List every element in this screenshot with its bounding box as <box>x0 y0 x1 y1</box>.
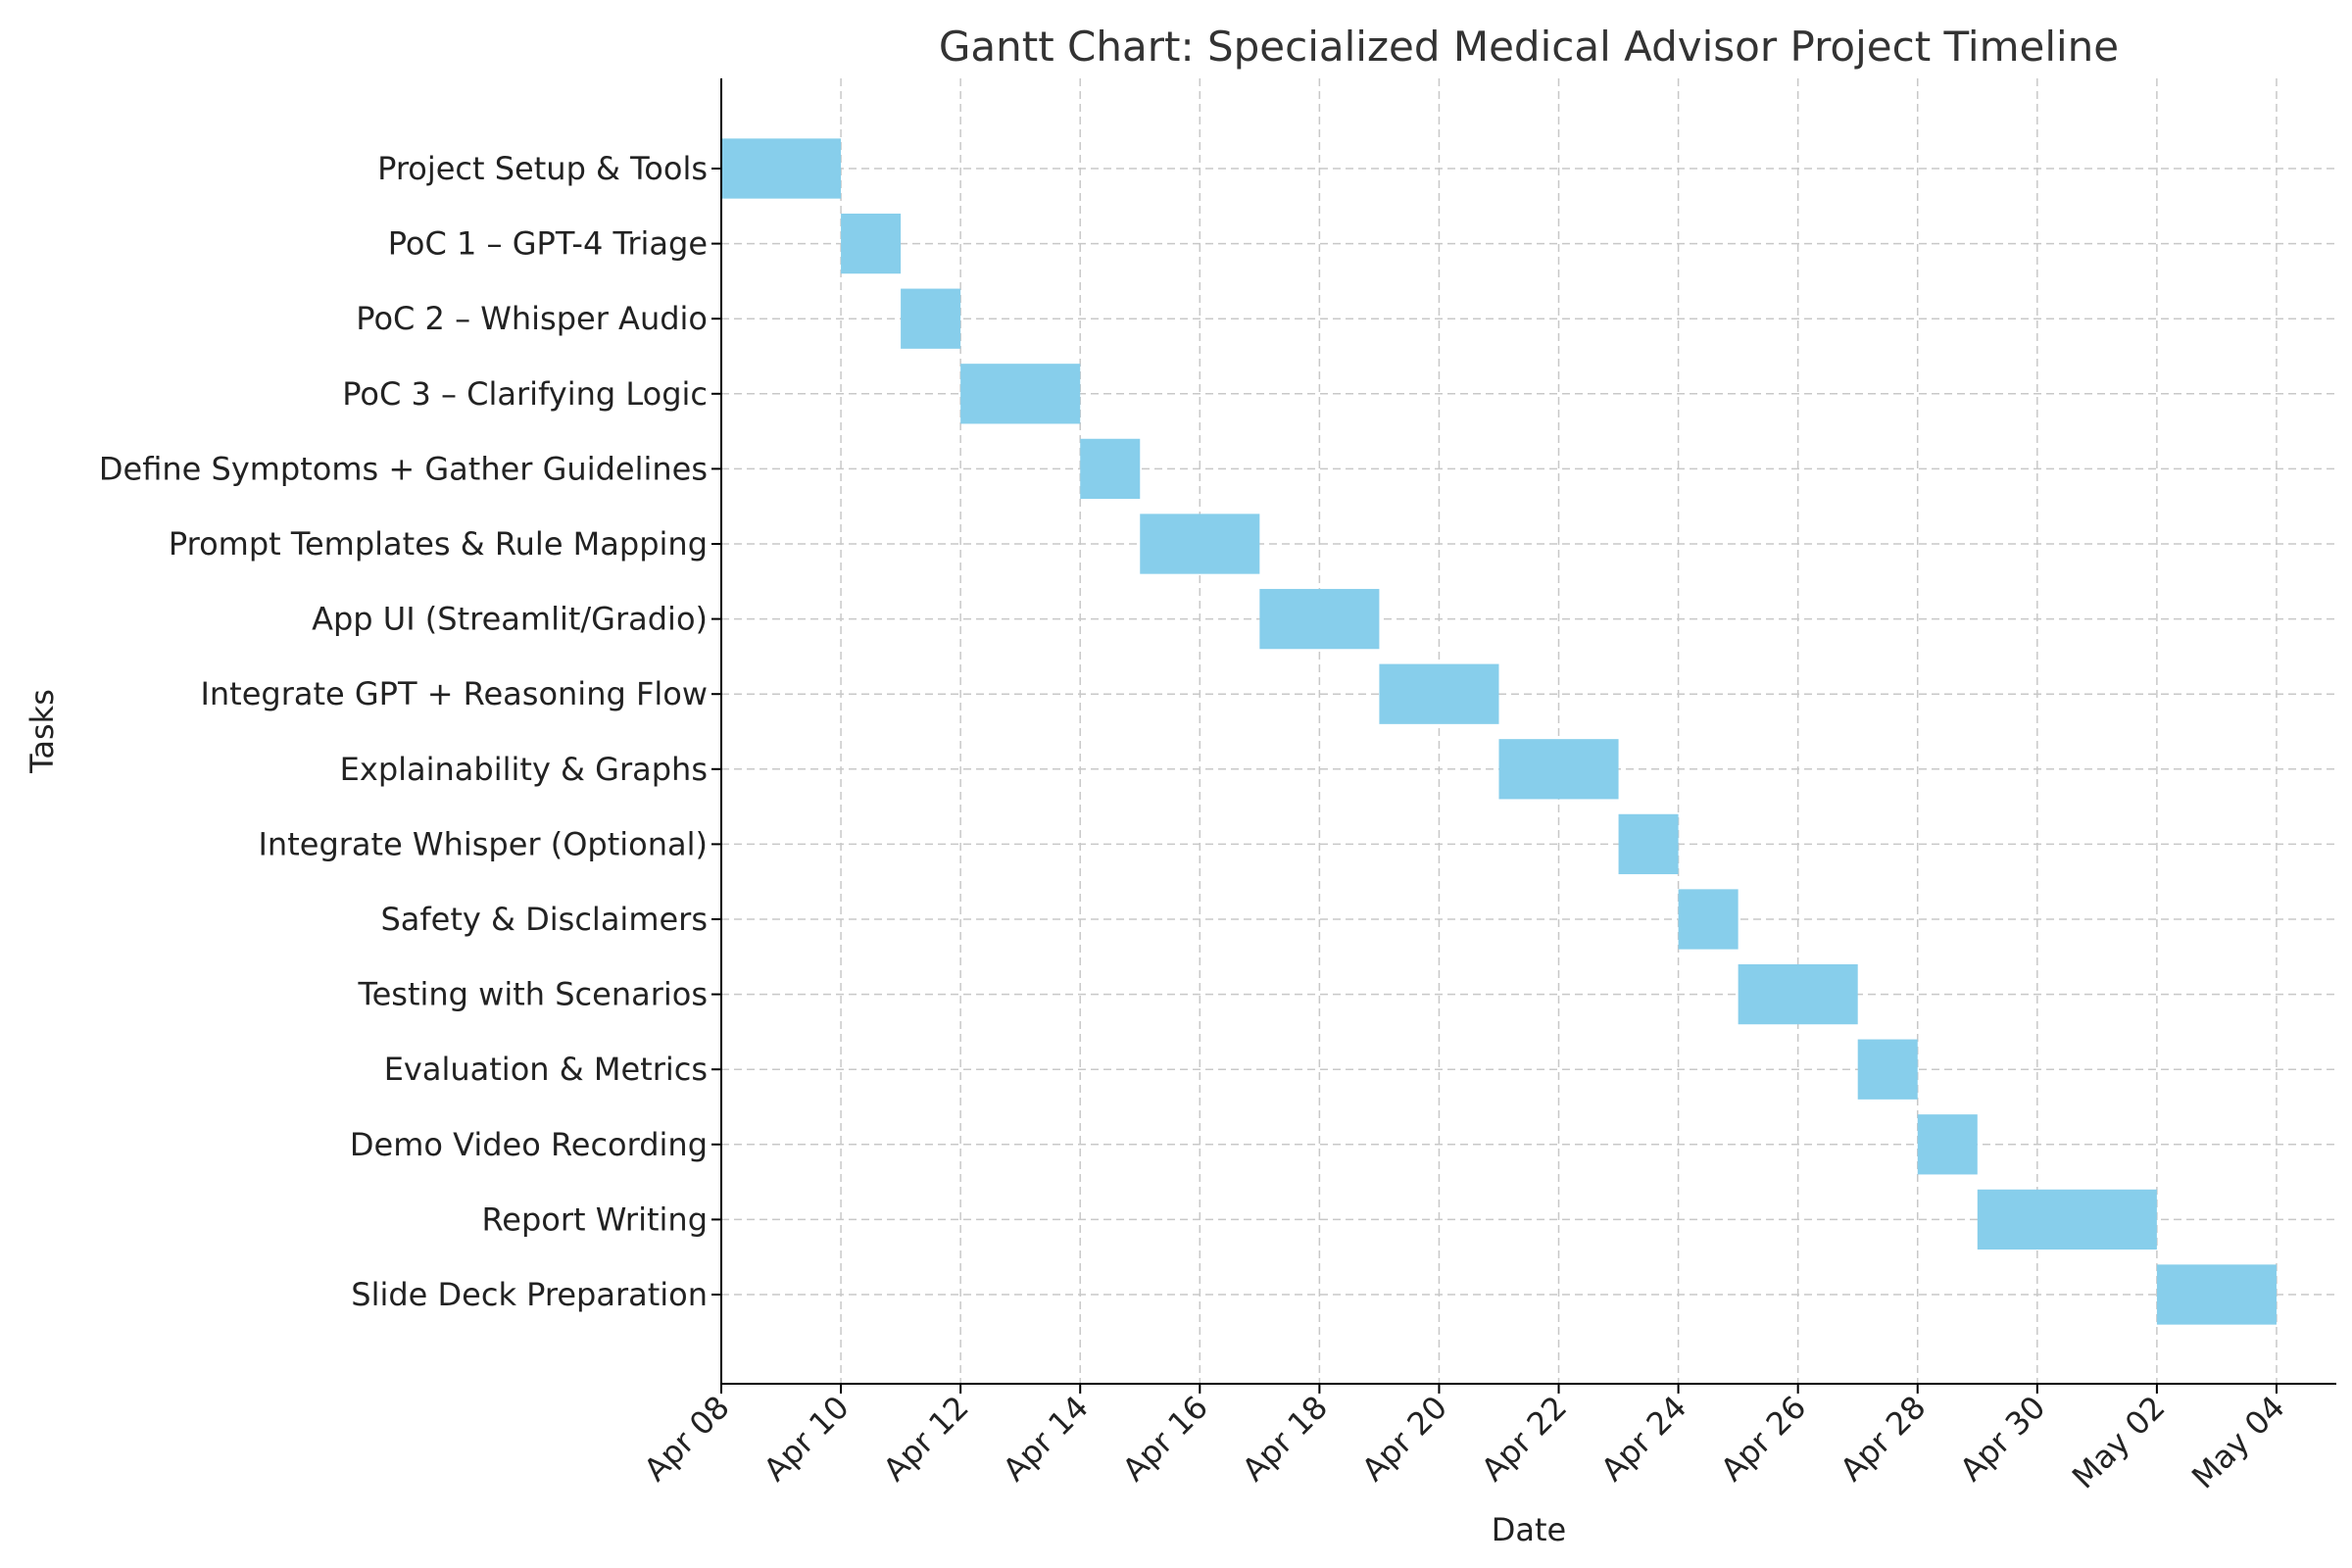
y-axis-label: Tasks <box>24 689 61 774</box>
task-label: Integrate GPT + Reasoning Flow <box>200 675 708 712</box>
task-bar <box>1917 1114 1978 1175</box>
task-label: Project Setup & Tools <box>377 150 708 187</box>
task-bar <box>1857 1039 1918 1100</box>
x-tick-label: Apr 28 <box>1833 1389 1933 1489</box>
x-tick-labels: Apr 08 Apr 10 Apr 12 Apr 14 Apr 16 Apr 18 Apr … <box>637 1384 2292 1495</box>
task-label: Demo Video Recording <box>350 1126 708 1163</box>
x-tick-label: Apr 18 <box>1235 1389 1335 1489</box>
task-label: Prompt Templates & Rule Mapping <box>169 525 708 563</box>
x-axis-label: Date <box>1492 1511 1566 1548</box>
x-tick-label: Apr 20 <box>1354 1389 1454 1489</box>
task-label: Slide Deck Preparation <box>351 1276 708 1313</box>
task-label: PoC 2 – Whisper Audio <box>356 300 708 337</box>
task-label: Define Symptoms + Gather Guidelines <box>99 450 708 487</box>
task-label: Integrate Whisper (Optional) <box>258 825 708 862</box>
x-tick-label: May 04 <box>2184 1389 2292 1496</box>
task-bars <box>721 138 2277 1325</box>
task-bar <box>1140 514 1260 574</box>
x-tick-label: Apr 26 <box>1713 1389 1813 1489</box>
task-label: App UI (Streamlit/Gradio) <box>312 601 708 638</box>
task-label: PoC 1 – GPT-4 Triage <box>388 225 708 263</box>
chart-title: Gantt Chart: Specialized Medical Advisor… <box>939 23 2119 71</box>
x-tick-label: Apr 16 <box>1115 1389 1215 1489</box>
x-tick-label: Apr 14 <box>996 1389 1096 1489</box>
y-tick-labels: Project Setup & Tools PoC 1 – GPT-4 Triag… <box>99 150 721 1313</box>
task-bar <box>1259 588 1380 650</box>
task-bar <box>2156 1264 2277 1325</box>
x-tick-label: Apr 24 <box>1593 1389 1693 1489</box>
x-tick-label: Apr 22 <box>1474 1389 1574 1489</box>
task-bar <box>1618 813 1679 875</box>
task-label: Evaluation & Metrics <box>384 1051 708 1088</box>
task-label: Safety & Disclaimers <box>380 901 708 938</box>
x-tick-label: Apr 12 <box>876 1389 976 1489</box>
task-bar <box>1080 438 1141 500</box>
task-bar <box>1977 1189 2157 1250</box>
x-tick-label: Apr 30 <box>1952 1389 2052 1489</box>
task-bar <box>901 288 961 349</box>
task-bar <box>1498 739 1619 800</box>
task-label: Testing with Scenarios <box>357 976 708 1013</box>
task-bar <box>841 213 902 274</box>
task-label: Report Writing <box>481 1200 708 1238</box>
task-label: PoC 3 – Clarifying Logic <box>342 375 708 413</box>
x-tick-label: Apr 10 <box>757 1389 857 1489</box>
task-bar <box>1678 889 1739 950</box>
task-bar <box>1738 963 1858 1025</box>
task-bar <box>721 138 842 199</box>
task-bar <box>960 364 1081 424</box>
task-label: Explainability & Graphs <box>340 751 708 788</box>
task-bar <box>1379 663 1499 724</box>
grid-lines <box>720 78 2336 1384</box>
axes <box>720 78 2336 1385</box>
x-tick-label: Apr 08 <box>637 1389 737 1489</box>
x-tick-label: May 02 <box>2065 1389 2173 1496</box>
